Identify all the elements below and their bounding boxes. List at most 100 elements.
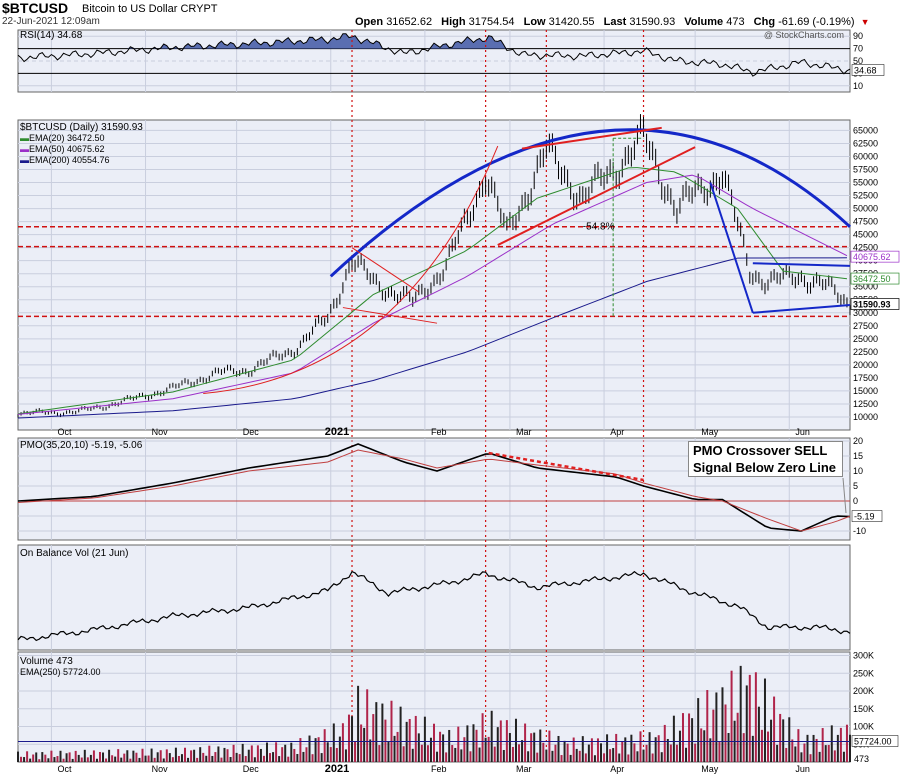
open-label: Open [355, 16, 384, 28]
price-tick-label: 42500 [853, 243, 878, 253]
volume-bar [724, 704, 727, 762]
volume-bar [691, 718, 694, 762]
volume-bar [700, 728, 703, 762]
price-tick-label: 50000 [853, 204, 878, 214]
ema-line-200 [17, 257, 847, 419]
volume-tick-label: 300K [853, 651, 874, 661]
rsi-line [17, 33, 851, 77]
volume-bar [767, 731, 770, 762]
volume-bar [162, 758, 165, 762]
volume-ema-legend: EMA(250) 57724.00 [20, 667, 101, 677]
ema-line-50 [17, 174, 848, 415]
price-x-tick: Oct [58, 427, 73, 437]
pmo-legend: PMO(35,20,10) -5.19, -5.06 [20, 440, 143, 451]
rsi-last-label: 34.68 [854, 65, 877, 75]
volume-bar [293, 748, 296, 762]
volume-bar [712, 709, 715, 762]
volume-bar [305, 747, 308, 762]
volume-bar [584, 753, 587, 762]
volume-bar [694, 743, 697, 762]
volume-bar [651, 753, 654, 762]
volume-ema-box [851, 735, 899, 747]
volume-bar [23, 757, 26, 762]
volume-bar [770, 719, 773, 762]
volume-bar [478, 747, 481, 762]
price-last-box-ema50 [850, 250, 900, 263]
wedge-upper [521, 126, 662, 150]
volume-bar [262, 755, 265, 762]
pennant-lower [342, 307, 438, 324]
volume-bar [320, 753, 323, 762]
volume-x-tick: Mar [516, 764, 532, 774]
price-tick-label: 47500 [853, 217, 878, 227]
volume-bar [454, 747, 457, 762]
volume-bar [493, 746, 496, 762]
volume-bar [89, 754, 92, 762]
measure-annotation: -54.8% [583, 221, 615, 232]
volume-bar [83, 749, 86, 762]
volume-label: Volume [684, 16, 724, 28]
volume-bar [548, 730, 551, 762]
pennant-upper [351, 247, 420, 293]
pmo-signal-line [17, 449, 851, 532]
volume-x-tick: May [701, 764, 719, 774]
volume-bar [220, 757, 223, 762]
volume-bar [642, 749, 645, 762]
volume-bar [514, 718, 517, 762]
volume-bar [205, 755, 208, 762]
volume-bar [849, 734, 851, 762]
volume-bar [502, 749, 505, 762]
volume-bar [414, 715, 417, 762]
volume-bar [818, 751, 821, 762]
volume-bar [703, 730, 706, 762]
volume-bar [803, 743, 806, 762]
volume-bar [396, 731, 399, 762]
volume-bar [715, 692, 718, 762]
volume-bar [697, 698, 700, 762]
ema20-swatch: ▬ [20, 133, 29, 143]
volume-bar [657, 735, 660, 762]
volume-bar [275, 742, 278, 762]
ohlc-summary: Open 31652.62 High 31754.54 Low 31420.55… [355, 16, 869, 28]
volume-bar [484, 737, 487, 762]
pmo-last-label: -5.19 [854, 512, 875, 522]
volume-bar [429, 737, 432, 762]
volume-bar [44, 754, 47, 762]
volume-bar [174, 747, 177, 762]
volume-bar [411, 748, 414, 762]
volume-bar [369, 739, 372, 762]
volume-bar [323, 729, 326, 762]
price-tick-label: 35000 [853, 282, 878, 292]
volume-bar [202, 752, 205, 762]
price-x-tick: Dec [243, 427, 260, 437]
volume-bar [830, 725, 833, 762]
price-tick-label: 62500 [853, 138, 878, 148]
volume-bar [436, 751, 439, 762]
volume-bar [739, 665, 742, 762]
ema50-swatch: ▬ [20, 144, 29, 154]
volume-bar [527, 751, 530, 762]
volume-bar [518, 744, 521, 762]
volume-bar [171, 757, 174, 762]
volume-bar [685, 747, 688, 762]
volume-bar [842, 751, 845, 762]
volume-bar [168, 753, 171, 762]
price-x-tick: May [701, 427, 719, 437]
volume-bar [751, 735, 754, 762]
volume-bar [469, 751, 472, 762]
volume-bar [351, 716, 354, 762]
volume-bar [17, 751, 19, 762]
volume-bar [259, 748, 262, 762]
rsi-tick-label: 10 [853, 81, 863, 91]
volume-bar [372, 714, 375, 762]
price-tick-label: 12500 [853, 399, 878, 409]
volume-bar [496, 727, 499, 762]
volume-bar [688, 713, 691, 762]
volume-bar [208, 745, 211, 762]
volume-bar [238, 754, 241, 762]
volume-bar [177, 755, 180, 762]
pmo-callout: PMO Crossover SELL Signal Below Zero Lin… [688, 441, 843, 477]
volume-bar [736, 712, 739, 762]
volume-bar [709, 738, 712, 762]
